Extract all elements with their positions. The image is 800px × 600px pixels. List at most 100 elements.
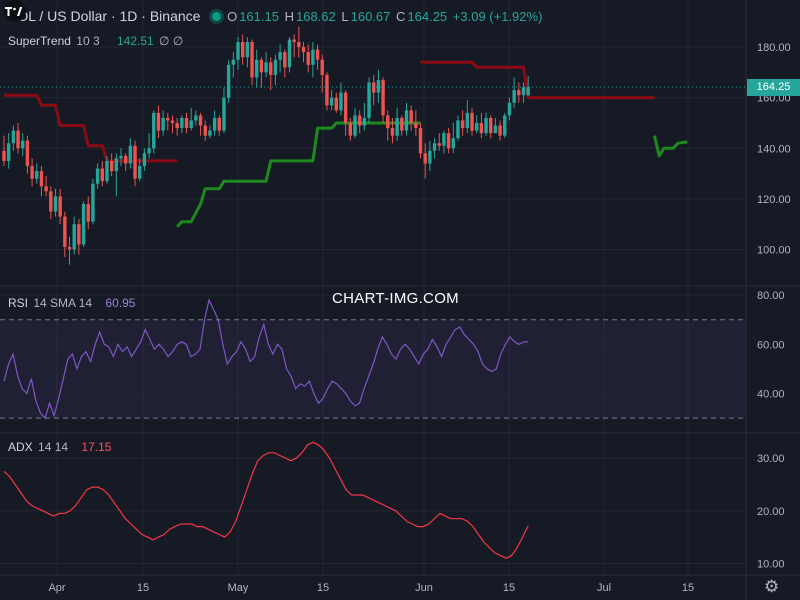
candle-body <box>367 82 371 118</box>
candle-body <box>77 224 81 245</box>
settings-gear-icon[interactable]: ⚙ <box>764 577 780 596</box>
candle-body <box>194 115 198 121</box>
rsi-legend[interactable]: RSI 14 SMA 14 60.95 <box>8 296 137 310</box>
candle-body <box>451 138 455 149</box>
candle-body <box>208 130 212 136</box>
open-value: 161.15 <box>239 9 279 24</box>
adx-axis-tick-label: 10.00 <box>757 559 785 571</box>
candle-body <box>128 145 133 164</box>
close-value: 164.25 <box>407 9 448 24</box>
candle-body <box>95 168 100 184</box>
time-axis-tick-label: 15 <box>682 582 694 594</box>
candle-body <box>334 97 338 111</box>
rsi-axis-tick-label: 40.00 <box>757 389 785 401</box>
candle-body <box>348 123 353 136</box>
supertrend-legend[interactable]: SuperTrend 10 3 142.51 ∅ ∅ <box>8 34 185 48</box>
price-axis-tick-label: 140.00 <box>757 143 791 155</box>
price-axis-tick-label: 100.00 <box>757 245 791 257</box>
candle-body <box>273 59 278 75</box>
price-axis-tick-label: 180.00 <box>757 42 791 54</box>
candle-body <box>147 148 151 154</box>
candle-body <box>184 117 189 129</box>
candle-body <box>81 203 86 245</box>
watermark: CHART-IMG.COM <box>332 290 459 307</box>
candle-body <box>283 52 287 68</box>
candle-body <box>297 42 301 48</box>
candle-body <box>521 87 526 96</box>
candle-body <box>259 59 264 73</box>
candle-body <box>395 117 399 136</box>
candle-body <box>166 117 170 121</box>
candle-body <box>180 117 184 129</box>
candle-body <box>404 110 409 131</box>
candle-body <box>493 125 498 134</box>
candle-body <box>245 42 250 58</box>
candle-body <box>264 62 268 73</box>
candle-body <box>400 117 404 131</box>
candle-body <box>198 115 203 126</box>
candle-body <box>428 150 432 164</box>
candle-body <box>161 117 165 131</box>
candle-body <box>39 171 44 187</box>
candle-body <box>503 115 507 136</box>
candle-body <box>203 125 207 136</box>
candle-body <box>362 117 367 126</box>
candle-body <box>114 158 119 172</box>
supertrend-line-up <box>176 121 421 228</box>
candle-body <box>53 196 58 212</box>
candle-body <box>63 216 67 247</box>
supertrend-value: 142.51 <box>116 34 154 48</box>
candle-body <box>138 166 142 179</box>
candle-body <box>250 42 254 78</box>
rsi-axis-tick-label: 80.00 <box>757 290 785 302</box>
candle-body <box>35 171 39 179</box>
adx-legend[interactable]: ADX 14 14 17.15 <box>8 440 113 454</box>
time-axis-tick-label: 15 <box>503 582 515 594</box>
supertrend-line-down <box>4 93 178 163</box>
candle-body <box>16 130 20 149</box>
candle-body <box>320 59 324 75</box>
candle-body <box>353 115 357 136</box>
candle-body <box>58 196 62 217</box>
time-axis-tick-label: May <box>228 582 249 594</box>
candle-body <box>437 143 441 146</box>
supertrend-params: 10 3 <box>76 34 100 48</box>
supertrend-empty-icons: ∅ ∅ <box>159 34 184 48</box>
candle-body <box>418 128 423 154</box>
supertrend-name: SuperTrend <box>8 34 71 48</box>
candle-body <box>442 133 446 146</box>
candle-body <box>489 117 493 134</box>
adx-name: ADX <box>8 440 33 454</box>
candle-body <box>512 90 516 103</box>
low-value: 160.67 <box>350 9 391 24</box>
candle-body <box>11 130 16 144</box>
candle-body <box>325 74 329 106</box>
candle-body <box>357 115 362 126</box>
candle-body <box>67 246 72 250</box>
rsi-name: RSI <box>8 296 29 310</box>
candle-body <box>470 112 474 131</box>
candle-body <box>460 120 465 129</box>
adx-line <box>3 441 529 559</box>
candle-body <box>381 79 385 116</box>
candle-body <box>175 123 179 129</box>
adx-axis-tick-label: 20.00 <box>757 506 785 518</box>
time-axis-tick-label: 15 <box>137 582 149 594</box>
candle-body <box>269 62 273 75</box>
rsi-line <box>3 298 529 420</box>
time-axis-tick-label: Apr <box>48 582 65 594</box>
candle-body <box>465 112 470 129</box>
candle-body <box>343 92 348 123</box>
candle-body <box>423 153 427 164</box>
candle-body <box>526 86 530 96</box>
tradingview-logo-icon[interactable] <box>0 0 30 22</box>
candle-body <box>91 183 95 222</box>
supertrend-line-down <box>420 60 655 100</box>
candle-body <box>301 47 306 53</box>
time-axis-tick-label: Jul <box>597 582 611 594</box>
high-label: H <box>284 9 294 24</box>
candle-body <box>240 42 245 58</box>
candle-body <box>456 120 460 139</box>
